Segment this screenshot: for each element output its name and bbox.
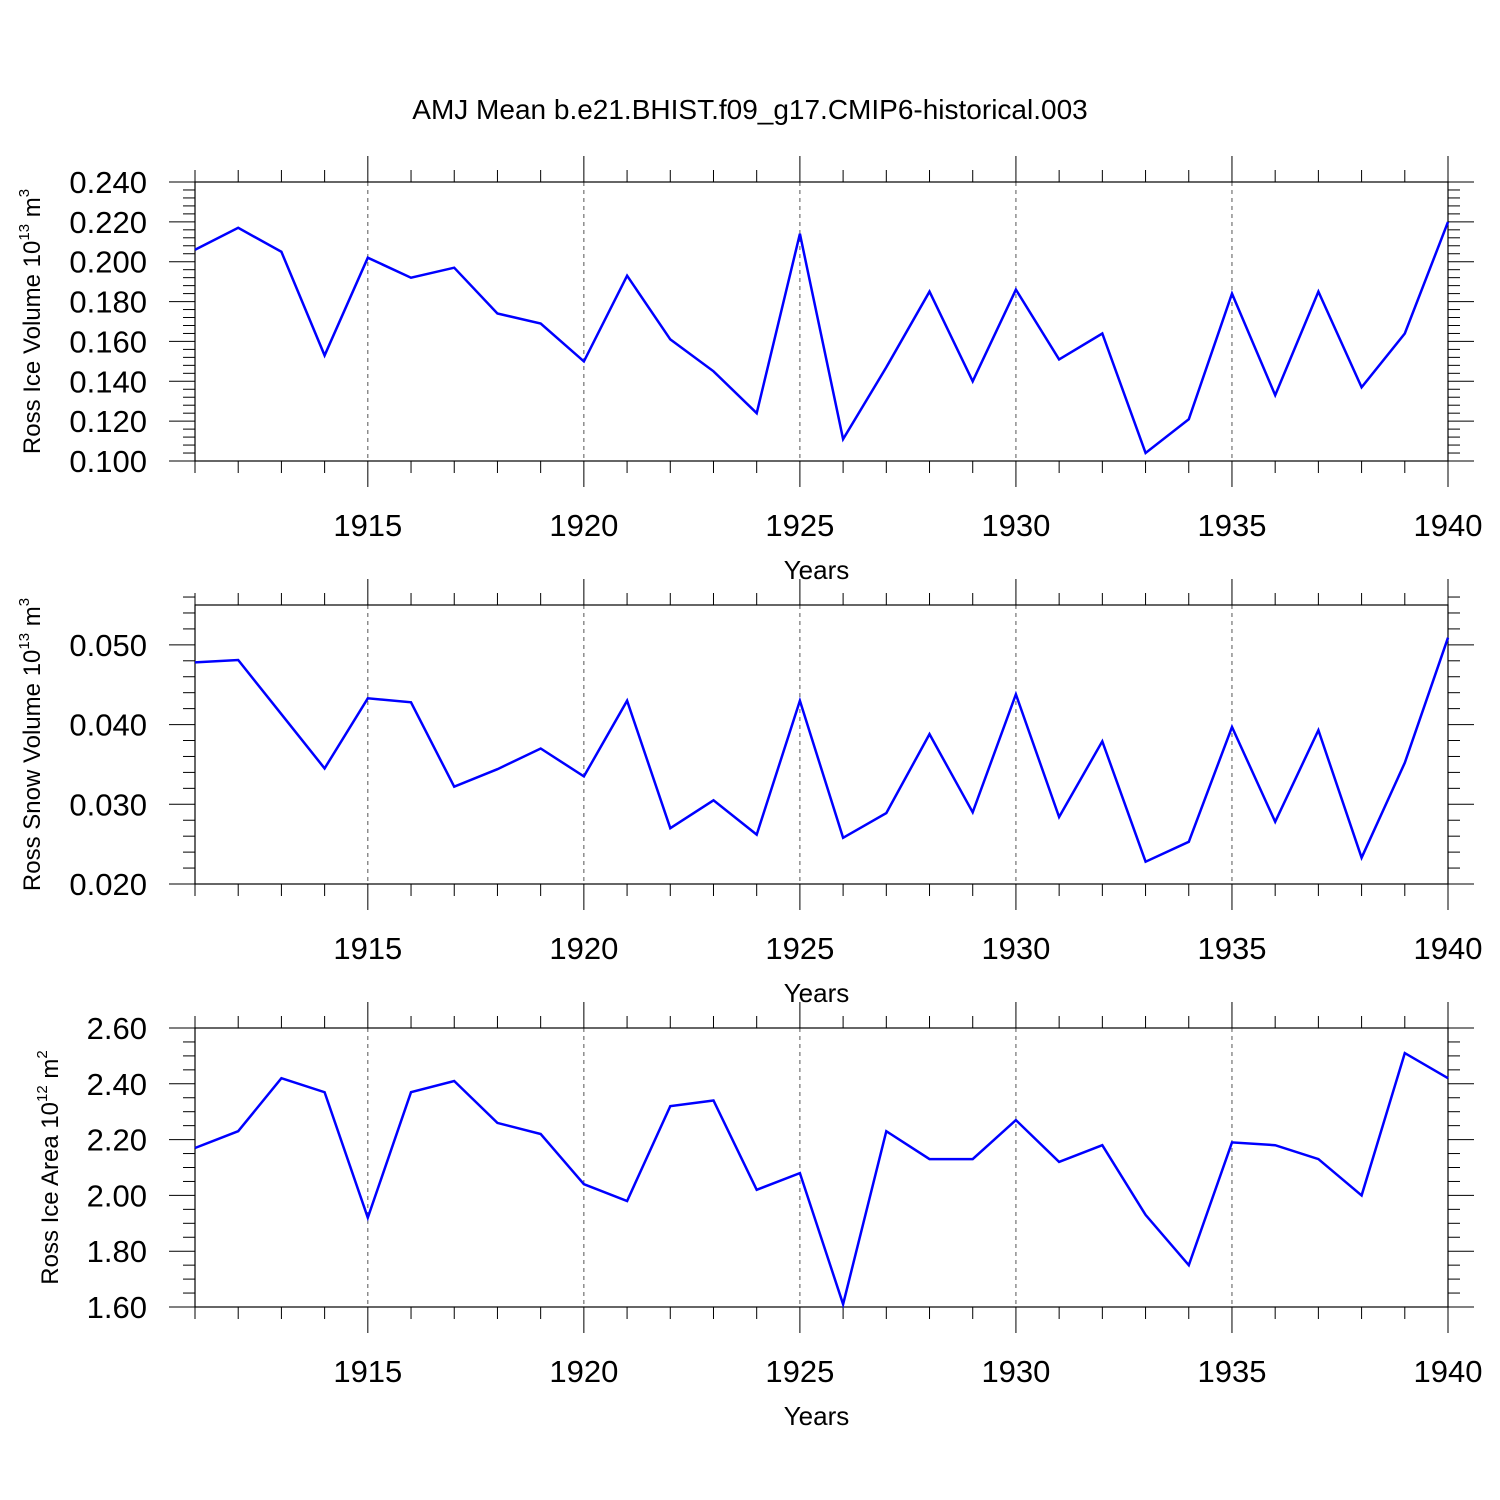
panel-snow-volume-xlabel: Years bbox=[784, 978, 850, 1008]
panel-snow-volume-xtick-label: 1915 bbox=[333, 931, 402, 966]
panel-snow-volume-xtick-label: 1920 bbox=[549, 931, 618, 966]
panel-snow-volume-series-line bbox=[194, 637, 1450, 864]
panel-ice-area-frame bbox=[194, 1027, 1449, 1308]
panel-ice-volume-xtick-label: 1925 bbox=[765, 508, 834, 543]
panel-ice-volume-ytick-label: 0.200 bbox=[69, 245, 147, 280]
panel-ice-volume-xtick-label: 1935 bbox=[1197, 508, 1266, 543]
panel-ice-volume-xtick-label: 1920 bbox=[549, 508, 618, 543]
panel-ice-area-ytick-label: 2.00 bbox=[87, 1178, 147, 1213]
panel-snow-volume: 0.020 0.030 0.040 0.050 1915 1920 1925 1930 1935… bbox=[16, 579, 1482, 1008]
panel-ice-area-ytick-label: 1.80 bbox=[87, 1234, 147, 1269]
panel-ice-area-series-line bbox=[194, 1051, 1449, 1309]
panel-ice-area-xtick-label: 1915 bbox=[333, 1354, 402, 1389]
panel-snow-volume-ytick-label: 0.050 bbox=[69, 628, 147, 663]
panel-snow-volume-xtick-label: 1930 bbox=[981, 931, 1050, 966]
panel-ice-volume-frame bbox=[194, 181, 1449, 462]
panel-snow-volume-xtick-label: 1925 bbox=[765, 931, 834, 966]
panel-ice-volume: 0.100 0.120 0.140 0.160 0.180 0.200 0.220 0.240… bbox=[16, 156, 1482, 585]
panel-ice-area-xtick-label: 1925 bbox=[765, 1354, 834, 1389]
panel-snow-volume-xtick-label: 1940 bbox=[1414, 931, 1483, 966]
panel-ice-area-ytick-label: 2.40 bbox=[87, 1067, 147, 1102]
panel-ice-volume-ytick-label: 0.140 bbox=[69, 364, 147, 399]
panel-ice-volume-ytick-label: 0.180 bbox=[69, 285, 147, 320]
panel-ice-area-ytick-label: 2.20 bbox=[87, 1123, 147, 1158]
chart-title: AMJ Mean b.e21.BHIST.f09_g17.CMIP6-histo… bbox=[412, 94, 1087, 125]
panel-ice-area: 1.60 1.80 2.00 2.20 2.40 2.60 1915 1920 1925 1930… bbox=[34, 1002, 1482, 1431]
panel-ice-volume-ytick-label: 0.240 bbox=[69, 165, 147, 200]
panel-snow-volume-ytick-label: 0.020 bbox=[69, 867, 147, 902]
panel-ice-area-xlabel: Years bbox=[784, 1401, 850, 1431]
panel-ice-area-ytick-label: 2.60 bbox=[87, 1011, 147, 1046]
panel-ice-volume-xtick-label: 1940 bbox=[1414, 508, 1483, 543]
panel-ice-area-xtick-label: 1920 bbox=[549, 1354, 618, 1389]
panel-ice-area-xtick-label: 1930 bbox=[981, 1354, 1050, 1389]
panel-snow-volume-ytick-label: 0.040 bbox=[69, 708, 147, 743]
panel-ice-volume-ytick-label: 0.160 bbox=[69, 324, 147, 359]
panel-ice-volume-xtick-label: 1930 bbox=[981, 508, 1050, 543]
panel-ice-volume-xtick-label: 1915 bbox=[333, 508, 402, 543]
panel-ice-volume-xlabel: Years bbox=[784, 555, 850, 585]
panel-ice-volume-ytick-label: 0.220 bbox=[69, 205, 147, 240]
panel-snow-volume-ylabel: Ross Snow Volume 1013 m3 bbox=[16, 598, 46, 891]
panel-ice-area-xtick-label: 1940 bbox=[1414, 1354, 1483, 1389]
panel-ice-volume-series-line bbox=[194, 221, 1450, 456]
panel-ice-area-ylabel: Ross Ice Area 1012 m2 bbox=[34, 1050, 64, 1284]
panel-snow-volume-ytick-label: 0.030 bbox=[69, 787, 147, 822]
panel-snow-volume-frame bbox=[194, 604, 1449, 885]
panel-ice-volume-ytick-label: 0.100 bbox=[69, 444, 147, 479]
panel-snow-volume-xtick-label: 1935 bbox=[1197, 931, 1266, 966]
panel-ice-area-ytick-label: 1.60 bbox=[87, 1290, 147, 1325]
panel-ice-volume-ytick-label: 0.120 bbox=[69, 404, 147, 439]
panel-ice-volume-ylabel: Ross Ice Volume 1013 m3 bbox=[16, 189, 46, 454]
panel-ice-area-xtick-label: 1935 bbox=[1197, 1354, 1266, 1389]
panels-root: 0.100 0.120 0.140 0.160 0.180 0.200 0.220 0.240… bbox=[16, 156, 1482, 1431]
